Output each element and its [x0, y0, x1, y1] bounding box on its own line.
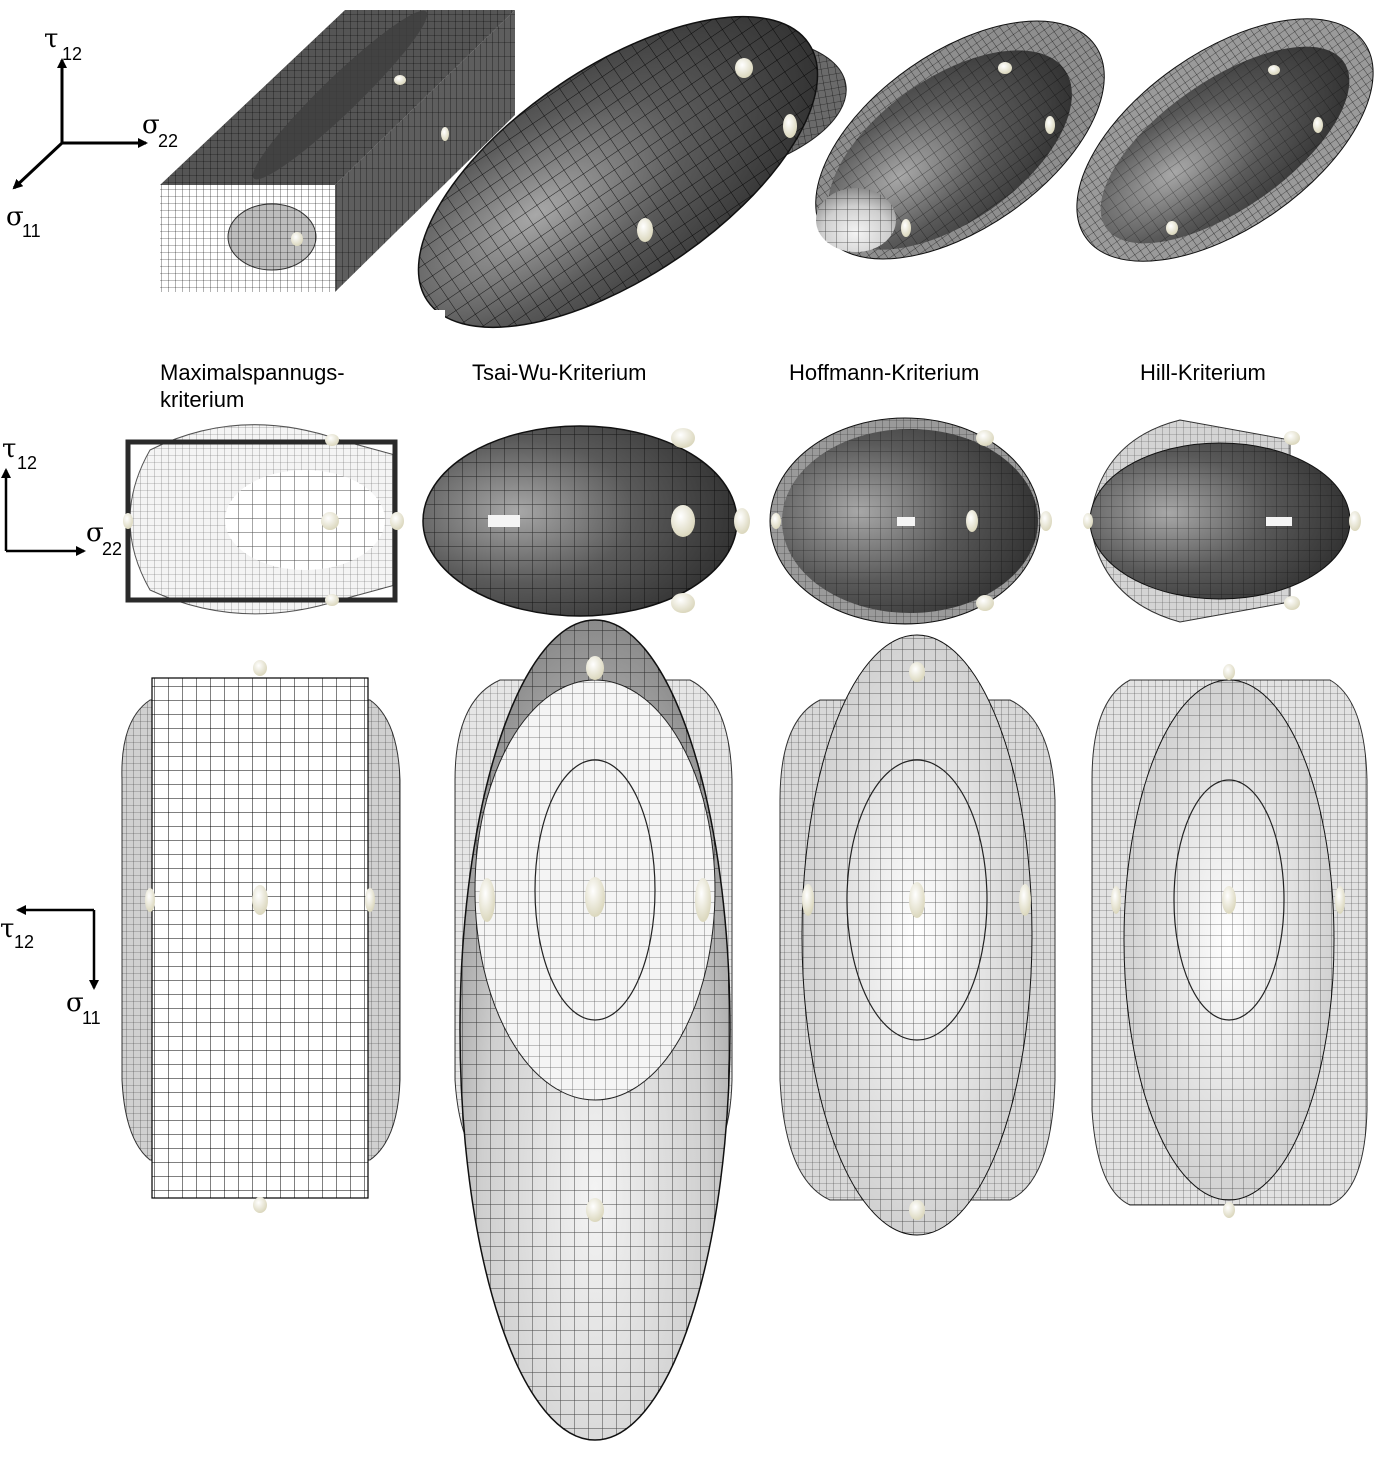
tsaiwu-iso-surface	[417, 15, 847, 329]
top-sigma22-symbol: σ	[86, 518, 104, 548]
maxstress-iso-box	[160, 10, 515, 292]
title-maximalspannungs-line1: Maximalspannugs-	[160, 360, 345, 385]
hill-iso-surface	[1076, 18, 1374, 262]
hoffmann-iso-surface	[815, 20, 1105, 260]
hoffmann-side-view	[779, 634, 1056, 1236]
title-hoffmann: Hoffmann-Kriterium	[789, 360, 980, 385]
iso-axis-sigma11-arrow	[12, 141, 64, 190]
maxstress-side-view	[121, 660, 401, 1213]
iso-sigma22-subscript: 22	[158, 131, 179, 151]
iso-tau-symbol: τ	[44, 24, 59, 54]
title-hill: Hill-Kriterium	[1140, 360, 1266, 385]
hill-side-view	[1091, 664, 1368, 1218]
top-axis-pair	[0, 468, 86, 556]
side-sigma11-subscript: 11	[82, 1008, 101, 1028]
iso-axis-triad	[12, 58, 148, 190]
top-tau-subscript: 12	[17, 453, 38, 473]
hill-top-view	[1083, 419, 1361, 623]
tsaiwu-side-view	[454, 619, 733, 1441]
tsaiwu-top-view	[422, 425, 750, 617]
top-tau-symbol: τ	[2, 434, 17, 464]
iso-tau-subscript: 12	[62, 44, 83, 64]
side-tau-symbol: τ	[0, 914, 15, 944]
iso-sigma22-symbol: σ	[142, 110, 160, 140]
title-maximalspannungs-line2: kriterium	[160, 387, 245, 412]
hoffmann-top-view	[769, 417, 1052, 625]
side-axis-pair	[16, 905, 99, 990]
side-tau-subscript: 12	[14, 932, 35, 952]
iso-sigma11-symbol: σ	[6, 202, 24, 232]
iso-sigma11-subscript: 11	[22, 221, 41, 241]
marker-dot	[394, 75, 406, 85]
title-tsai-wu: Tsai-Wu-Kriterium	[472, 360, 647, 385]
top-sigma22-subscript: 22	[102, 539, 123, 559]
side-sigma11-symbol: σ	[66, 988, 84, 1018]
maxstress-top-view	[123, 424, 404, 615]
